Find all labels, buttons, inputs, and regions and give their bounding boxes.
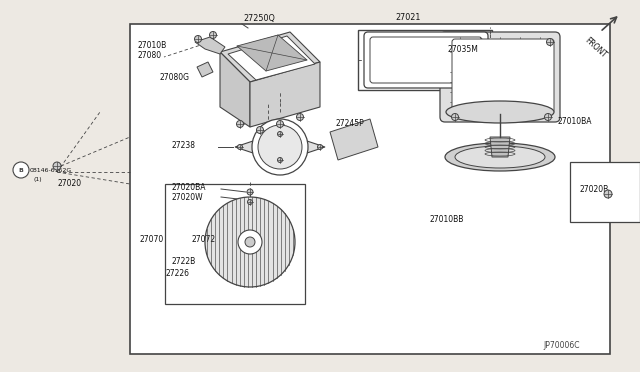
FancyBboxPatch shape (452, 39, 554, 113)
Polygon shape (228, 36, 315, 80)
Polygon shape (220, 52, 250, 127)
Text: (1): (1) (34, 177, 43, 183)
Circle shape (258, 125, 302, 169)
Polygon shape (250, 62, 320, 127)
Text: 08146-6162G: 08146-6162G (30, 167, 72, 173)
Polygon shape (235, 132, 325, 162)
Polygon shape (237, 35, 307, 71)
Circle shape (238, 230, 262, 254)
Circle shape (53, 162, 61, 170)
Circle shape (252, 119, 308, 175)
Circle shape (237, 121, 243, 128)
Polygon shape (197, 62, 213, 77)
Circle shape (278, 131, 282, 137)
Circle shape (209, 32, 216, 38)
Bar (130, 24, 610, 354)
Circle shape (257, 126, 264, 134)
Text: 27226: 27226 (165, 269, 189, 279)
Text: FRONT: FRONT (583, 36, 609, 60)
Circle shape (545, 113, 552, 121)
Circle shape (205, 197, 295, 287)
Circle shape (247, 189, 253, 195)
Text: 2722B: 2722B (172, 257, 196, 266)
Text: 27245P: 27245P (335, 119, 364, 128)
Ellipse shape (445, 143, 555, 171)
Text: 27035M: 27035M (448, 45, 479, 55)
Circle shape (604, 190, 612, 198)
Text: 27010B: 27010B (138, 41, 167, 49)
FancyBboxPatch shape (370, 37, 482, 83)
Bar (570, 162, 640, 222)
Text: 27238: 27238 (172, 141, 196, 150)
Text: 27072: 27072 (192, 235, 216, 244)
Text: 27010BA: 27010BA (558, 118, 593, 126)
Circle shape (245, 237, 255, 247)
Text: 27080: 27080 (138, 51, 162, 60)
Text: 27250Q: 27250Q (243, 13, 275, 22)
Circle shape (237, 144, 243, 150)
Circle shape (248, 199, 253, 205)
Text: 27020W: 27020W (172, 192, 204, 202)
Circle shape (278, 157, 282, 163)
Text: 27020: 27020 (57, 180, 81, 189)
FancyBboxPatch shape (440, 32, 560, 122)
Polygon shape (490, 137, 510, 157)
Polygon shape (330, 119, 378, 160)
Circle shape (296, 113, 303, 121)
Polygon shape (220, 32, 320, 82)
Circle shape (317, 144, 323, 150)
Bar (358, 30, 492, 90)
Circle shape (276, 121, 284, 128)
Ellipse shape (446, 101, 554, 123)
Bar (165, 184, 305, 304)
Text: 27010BB: 27010BB (430, 215, 465, 224)
Ellipse shape (455, 146, 545, 168)
Text: 27080G: 27080G (160, 73, 190, 81)
Text: 27020B: 27020B (580, 186, 609, 195)
Text: 27021: 27021 (395, 13, 420, 22)
Circle shape (451, 113, 458, 121)
FancyBboxPatch shape (364, 32, 488, 88)
Circle shape (195, 35, 202, 42)
Circle shape (547, 38, 554, 45)
Text: JP70006C: JP70006C (543, 341, 579, 350)
Text: 27070: 27070 (140, 235, 164, 244)
Text: B: B (19, 167, 24, 173)
Polygon shape (195, 37, 225, 54)
Text: 27020BA: 27020BA (172, 183, 207, 192)
Circle shape (13, 162, 29, 178)
